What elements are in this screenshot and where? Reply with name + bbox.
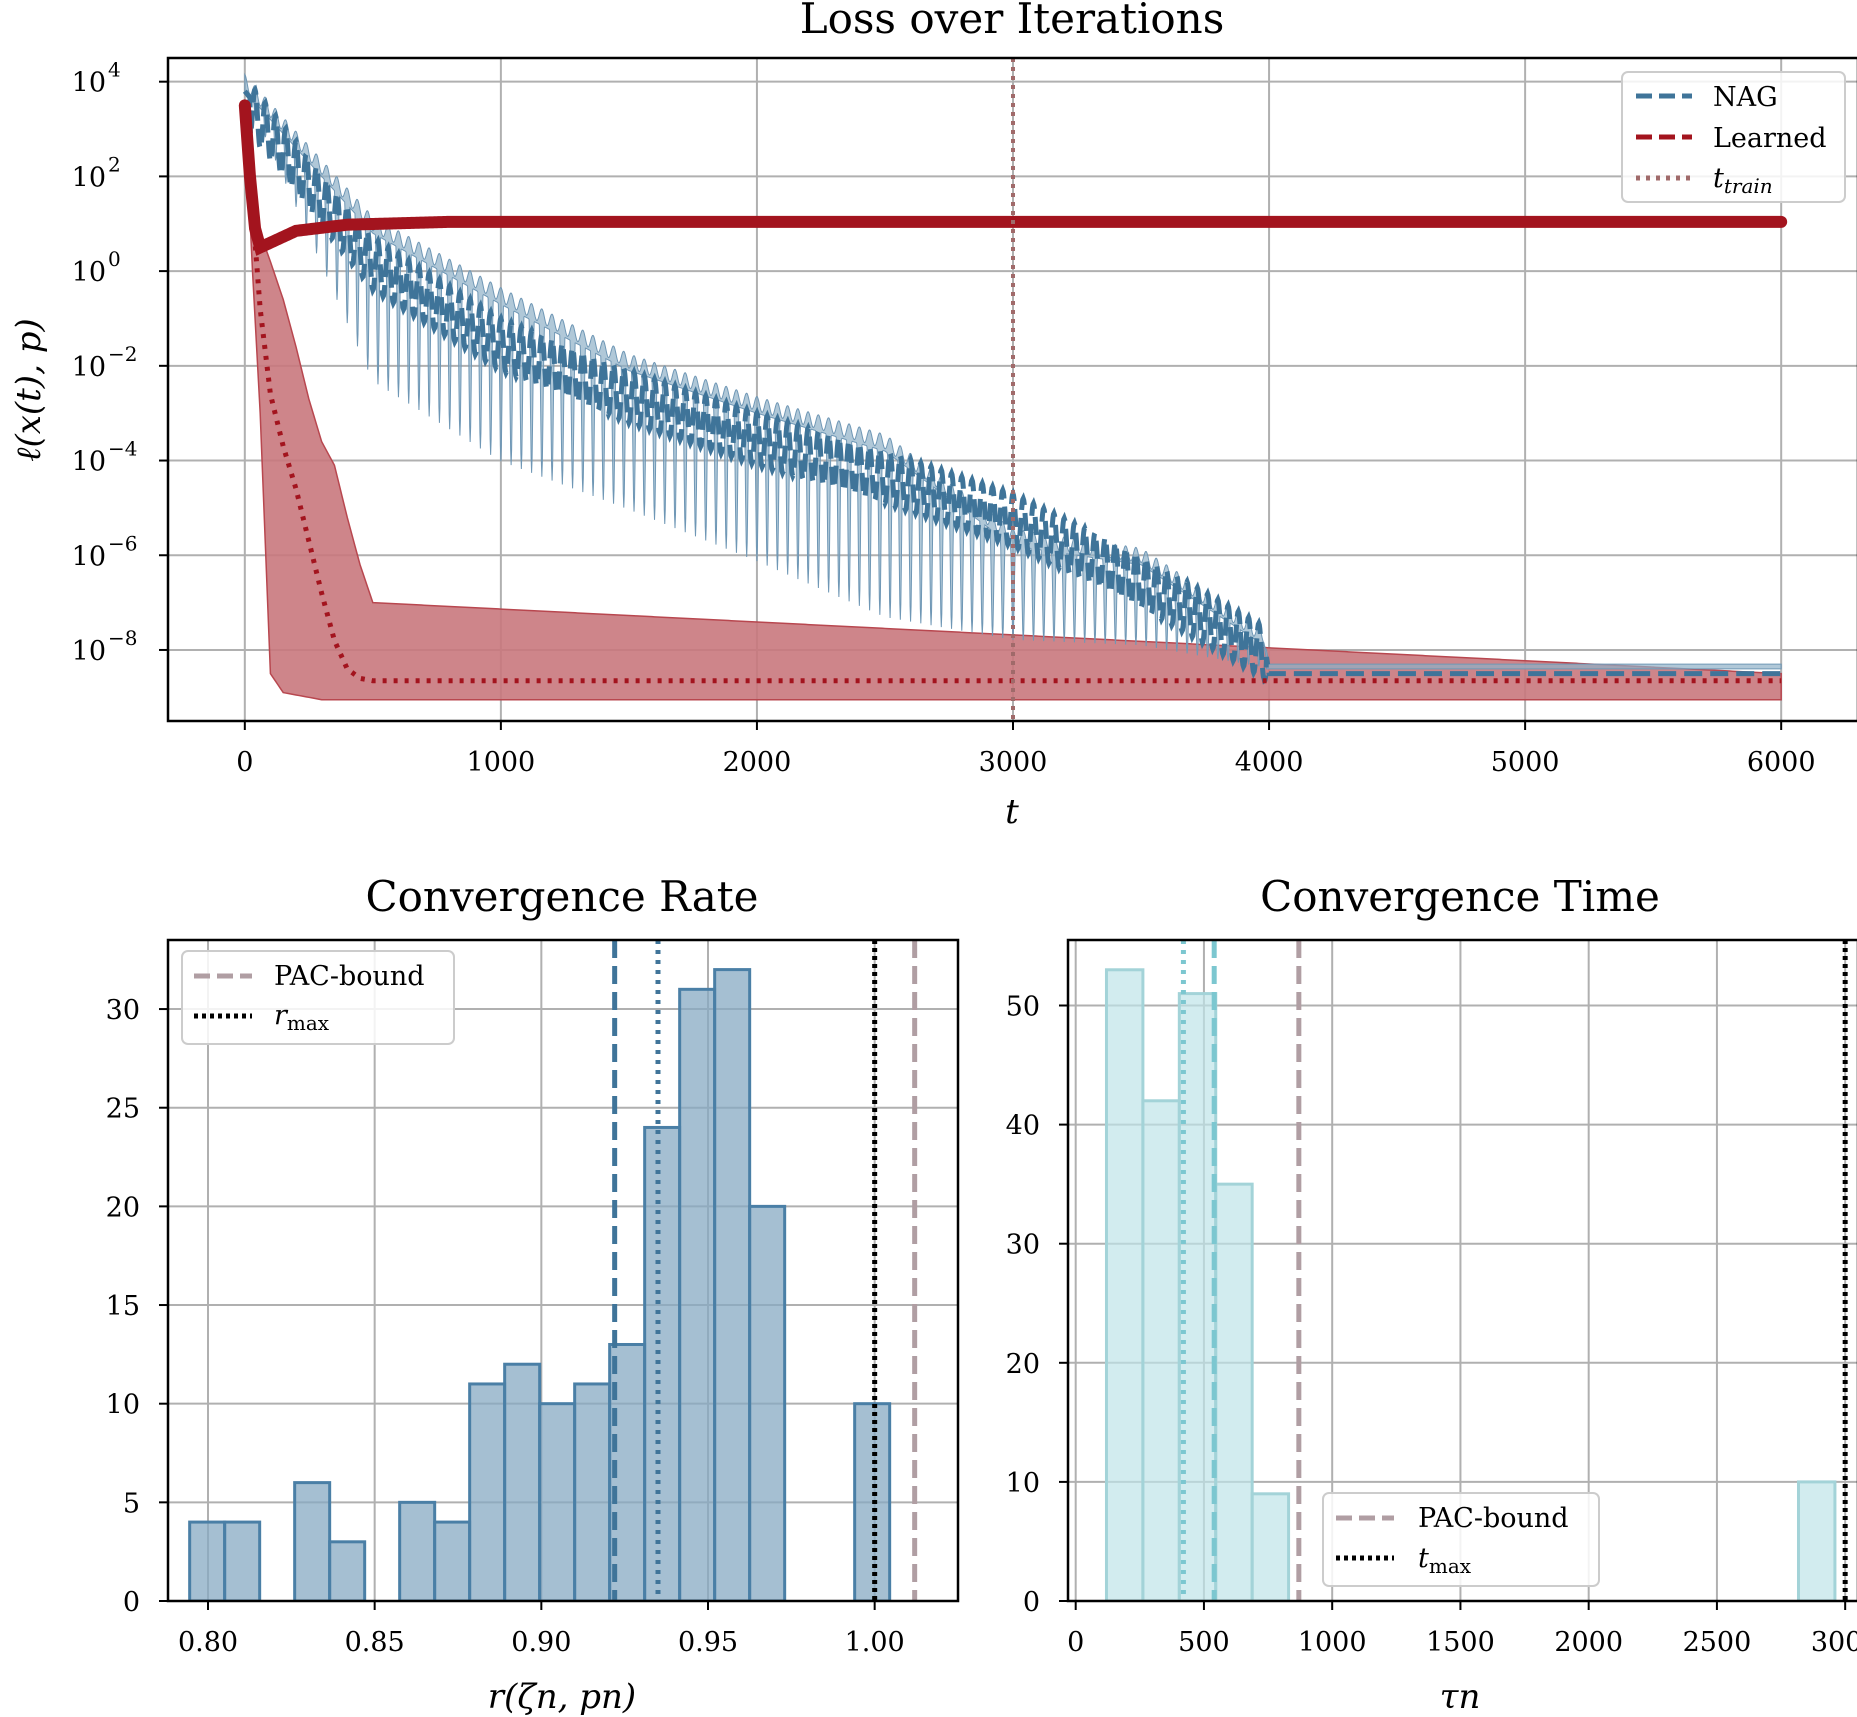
time-xtick-label: 2000 [1554, 1627, 1623, 1658]
learned-band [244, 105, 1782, 701]
rate-bar [643, 1125, 682, 1601]
rate-bar [503, 1362, 542, 1601]
rate-axes-frame [166, 938, 960, 1603]
rate-bar [398, 1500, 437, 1601]
loss-xtick-label: 4000 [1235, 747, 1304, 778]
time-ytick-label: 20 [1006, 1349, 1040, 1380]
loss-xtick-label: 3000 [979, 747, 1048, 778]
rate-title: Convergence Rate [365, 872, 758, 921]
loss-legend: NAG Learned ttrain [1621, 71, 1846, 203]
time-panel: Convergence Time 0 500 1000 1500 2000 2500 300… [1006, 872, 1857, 1717]
time-bar [1214, 1182, 1254, 1601]
loss-ytick-exponent: −2 [108, 342, 137, 366]
time-bar [1250, 1492, 1291, 1601]
rate-legend-pac-label: PAC-bound [274, 961, 425, 992]
rate-legend-max-label: rmax [274, 1000, 330, 1035]
loss-xtick-label: 0 [236, 747, 253, 778]
rate-bar [433, 1520, 472, 1601]
legend-nag-label: NAG [1713, 82, 1778, 113]
time-xlabel: τn [1440, 1677, 1481, 1717]
rate-bar [188, 1520, 227, 1601]
rate-ticks: 0.80 0.85 0.90 0.95 1.00 0 5 10 15 20 25 30 [106, 995, 905, 1658]
time-legend: PAC-bound tmax [1322, 1492, 1600, 1587]
time-ytick-label: 50 [1006, 992, 1040, 1023]
rate-ytick-label: 15 [106, 1291, 140, 1322]
loss-ytick-label: 10 [72, 352, 106, 383]
loss-panel: Loss over Iterations 0 1000 2000 3000 4000 50… [9, 0, 1857, 832]
loss-ytick-exponent: 2 [108, 152, 121, 176]
loss-xtick-label: 2000 [723, 747, 792, 778]
time-ytick-label: 40 [1006, 1111, 1040, 1142]
rate-ytick-label: 0 [123, 1587, 140, 1618]
nag-band [244, 72, 1782, 670]
rate-ytick-label: 25 [106, 1094, 140, 1125]
rate-bar [328, 1540, 367, 1601]
rate-bar [223, 1520, 262, 1601]
loss-ytick-label: 10 [72, 68, 106, 99]
time-xtick-label: 1000 [1298, 1627, 1367, 1658]
loss-xlabel: t [1005, 792, 1019, 832]
rate-ytick-label: 20 [106, 1192, 140, 1223]
rate-xtick-label: 0.95 [678, 1627, 738, 1658]
time-bar [1177, 992, 1218, 1601]
time-plot-area [1104, 940, 1848, 1601]
time-ytick-label: 30 [1006, 1230, 1040, 1261]
loss-ytick-exponent: −4 [108, 437, 137, 461]
loss-xtick-label: 6000 [1747, 747, 1816, 778]
rate-legend: PAC-bound rmax [181, 950, 455, 1045]
time-xtick-label: 1500 [1426, 1627, 1495, 1658]
rate-bar [293, 1481, 332, 1601]
loss-ytick-exponent: 0 [108, 247, 121, 271]
time-xtick-label: 2500 [1683, 1627, 1752, 1658]
time-legend-pac-label: PAC-bound [1418, 1503, 1569, 1534]
rate-bar [468, 1382, 507, 1601]
loss-ytick-label: 10 [72, 447, 106, 478]
loss-xtick-label: 1000 [467, 747, 536, 778]
rate-xtick-label: 0.90 [511, 1627, 571, 1658]
loss-ytick-label: 10 [72, 541, 106, 572]
time-bar [1796, 1480, 1837, 1601]
rate-bar [538, 1402, 577, 1601]
rate-xtick-label: 0.85 [345, 1627, 405, 1658]
legend-ttrain-label: ttrain [1713, 163, 1773, 198]
time-xtick-label: 3000 [1811, 1627, 1857, 1658]
time-bar [1104, 968, 1145, 1601]
loss-ytick-label: 10 [72, 636, 106, 667]
rate-ytick-label: 10 [106, 1390, 140, 1421]
time-title: Convergence Time [1260, 872, 1660, 921]
rate-bar [678, 987, 717, 1601]
loss-ytick-label: 10 [72, 162, 106, 193]
loss-ytick-label: 10 [72, 257, 106, 288]
time-xtick-label: 0 [1067, 1627, 1084, 1658]
loss-plot-area [238, 58, 1788, 721]
rate-xtick-label: 0.80 [178, 1627, 238, 1658]
loss-title: Loss over Iterations [800, 0, 1225, 43]
loss-xtick-label: 5000 [1491, 747, 1560, 778]
legend-learned-label: Learned [1713, 123, 1827, 154]
loss-ytick-exponent: −8 [108, 626, 137, 650]
time-ytick-label: 10 [1006, 1468, 1040, 1499]
time-xtick-label: 500 [1178, 1627, 1230, 1658]
loss-ytick-exponent: 4 [108, 58, 121, 82]
rate-xtick-label: 1.00 [845, 1627, 905, 1658]
rate-bar [748, 1204, 787, 1601]
time-legend-max-label: tmax [1418, 1543, 1472, 1578]
rate-bar [713, 968, 752, 1601]
time-bar [1141, 1099, 1181, 1601]
time-axes-frame [1066, 938, 1857, 1603]
rate-ytick-label: 30 [106, 995, 140, 1026]
loss-ytick-exponent: −6 [108, 531, 137, 555]
time-ytick-label: 0 [1023, 1587, 1040, 1618]
rate-panel: Convergence Rate 0.80 0.85 0.90 0.95 1.00 0 5 1… [106, 872, 960, 1717]
time-ticks: 0 500 1000 1500 2000 2500 3000 0 10 20 30 40 50 [1006, 992, 1857, 1658]
rate-ytick-label: 5 [123, 1488, 140, 1519]
rate-xlabel: r(ζn, pn) [488, 1677, 636, 1717]
rate-bar [573, 1382, 612, 1601]
loss-ylabel: ℓ(x(t), p) [9, 318, 49, 461]
